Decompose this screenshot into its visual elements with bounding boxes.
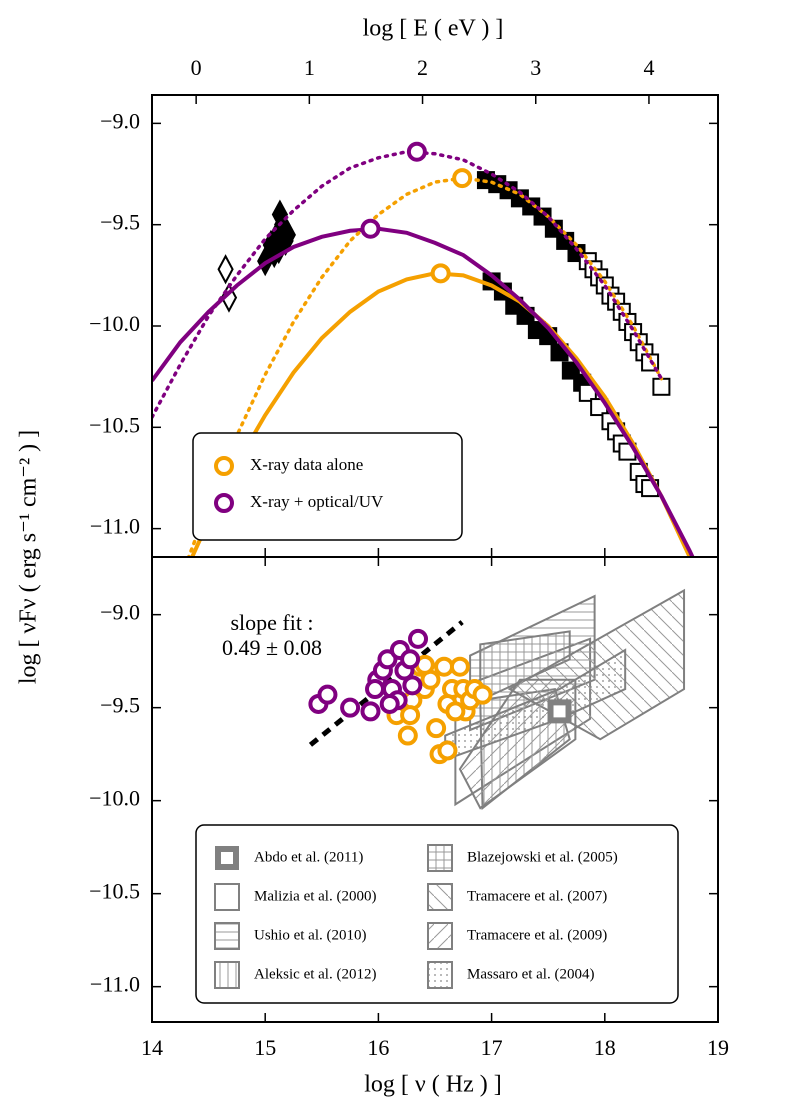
legend-label: Tramacere et al. (2007): [467, 888, 607, 904]
y-tick-label: −10.5: [89, 879, 140, 904]
peak-marker: [430, 263, 451, 284]
peak-point: [445, 701, 466, 722]
legend-label: Massaro et al. (2004): [467, 966, 594, 982]
legend-label: Tramacere et al. (2009): [467, 927, 607, 943]
legend-label: Ushio et al. (2010): [254, 927, 366, 943]
x2-tick-label: 2: [417, 55, 428, 80]
legend-marker: [214, 493, 234, 513]
y-tick-label: −9.0: [100, 108, 140, 133]
peak-point: [437, 740, 458, 761]
top-panel: [152, 141, 695, 557]
legend-swatch: [427, 844, 453, 872]
legend-label: X-ray data alone: [250, 455, 363, 474]
x-tick-label: 16: [367, 1035, 389, 1060]
legend-box: [192, 432, 463, 541]
diamond-point: [271, 199, 289, 230]
peak-point: [472, 684, 493, 705]
peak-point: [400, 649, 421, 670]
x-tick-label: 17: [481, 1035, 503, 1060]
peak-point: [379, 693, 400, 714]
x2-tick-label: 1: [304, 55, 315, 80]
peak-point: [317, 684, 338, 705]
annotation: 0.49 ± 0.08: [222, 635, 322, 660]
legend-swatch: [427, 883, 453, 911]
y-tick-label: −10.0: [89, 311, 140, 336]
legend-swatch: [427, 961, 453, 989]
y-tick-label: −11.0: [90, 972, 140, 997]
y-tick-label: −9.5: [100, 693, 140, 718]
y-axis-label: log [ νFν ( erg s⁻¹ cm⁻² ) ]: [16, 430, 42, 684]
y-tick-label: −10.5: [89, 412, 140, 437]
legend-label: Aleksic et al. (2012): [254, 966, 376, 982]
peak-marker: [360, 218, 381, 239]
legend-marker: [214, 456, 234, 476]
legend-swatch: [214, 922, 240, 950]
legend-label: Malizia et al. (2000): [254, 888, 376, 904]
y-tick-label: −11.0: [90, 514, 140, 539]
x-axis-label: log [ ν ( Hz ) ]: [364, 1072, 501, 1098]
peak-point: [434, 656, 455, 677]
model-curve: [152, 149, 664, 419]
legend-swatch: [214, 961, 240, 989]
x2-axis-label: log [ E ( eV ) ]: [363, 16, 504, 42]
y-tick-label: −9.0: [100, 600, 140, 625]
legend-swatch: [214, 883, 240, 911]
bottom-panel: [308, 588, 686, 811]
peak-point: [402, 675, 423, 696]
legend-label: Abdo et al. (2011): [254, 849, 363, 865]
peak-point: [397, 725, 418, 746]
x2-tick-label: 4: [643, 55, 654, 80]
legend-label: X-ray + optical/UV: [250, 492, 384, 511]
abdo-marker: [215, 846, 239, 870]
peak-point: [426, 718, 447, 739]
overlay: −9.0 −9.5 −10.0 −10.5 −11.0 0 1 2 3 4 −9.0 −9.5 −10.…: [89, 55, 729, 1060]
frame: [151, 556, 719, 1023]
peak-point: [449, 656, 470, 677]
legend-label: Blazejowski et al. (2005): [467, 849, 618, 865]
peak-marker: [406, 141, 427, 162]
y-tick-label: −9.5: [100, 210, 140, 235]
x-tick-label: 15: [254, 1035, 276, 1060]
annotation: slope fit :: [230, 610, 313, 635]
peak-point: [340, 697, 361, 718]
x-tick-label: 14: [141, 1035, 163, 1060]
legend-box: [195, 824, 679, 1004]
peak-point: [365, 679, 386, 700]
peak-point: [400, 705, 421, 726]
peak-point: [360, 701, 381, 722]
peak-point: [408, 628, 429, 649]
abdo-marker: [547, 699, 572, 724]
square-point: [652, 377, 671, 396]
x-tick-label: 19: [707, 1035, 729, 1060]
x2-tick-label: 0: [191, 55, 202, 80]
x-tick-label: 18: [594, 1035, 616, 1060]
y-tick-label: −10.0: [89, 786, 140, 811]
peak-marker: [452, 168, 473, 189]
diamond-point: [217, 254, 234, 285]
diamond-point: [279, 219, 296, 250]
model-curve: [186, 176, 664, 557]
legend-swatch: [427, 922, 453, 950]
model-curve: [152, 226, 695, 557]
x2-tick-label: 3: [530, 55, 541, 80]
